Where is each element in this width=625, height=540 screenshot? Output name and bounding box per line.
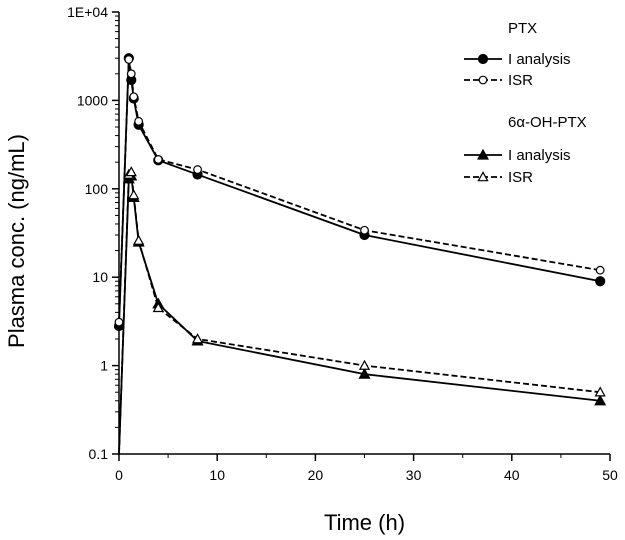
data-point [193, 165, 202, 174]
data-point [133, 234, 145, 245]
data-point [124, 55, 134, 64]
legend-label-ptx-isr: ISR [508, 72, 533, 89]
y-ticks: 0.1 1 10 100 1000 1E+04 [67, 4, 119, 462]
x-tick-label: 0 [115, 467, 123, 483]
legend: PTX I analysis ISR 6α-OH-PTX I analysis … [464, 20, 587, 186]
legend-swatches [464, 53, 502, 182]
legend-marker [476, 148, 490, 160]
data-point [360, 225, 369, 235]
x-tick-label: 40 [504, 467, 520, 483]
data-point [152, 302, 164, 313]
y-tick-label: 0.1 [89, 446, 109, 462]
y-tick-label: 10 [92, 269, 108, 285]
data-point [129, 92, 139, 102]
x-tick-label: 20 [308, 467, 324, 483]
x-tick-label: 10 [209, 467, 225, 483]
data-point [126, 69, 136, 79]
y-tick-label: 100 [85, 181, 109, 197]
legend-marker [478, 75, 488, 85]
legend-label-ptx-i-analysis: I analysis [508, 51, 571, 68]
data-point [595, 265, 605, 275]
data-point [595, 276, 606, 287]
data-point [358, 367, 371, 379]
series-3 [118, 166, 606, 455]
legend-marker [477, 171, 489, 182]
data-point [594, 386, 606, 397]
series-1 [114, 55, 605, 327]
series-line-3 [118, 171, 601, 455]
data-point [191, 333, 204, 344]
axes: 0 10 20 30 40 50 0.1 1 10 100 1000 1E+04 [67, 4, 618, 483]
series-line-2 [118, 174, 601, 455]
y-axis-label: Plasma conc. (ng/mL) [4, 134, 29, 348]
y-tick-label: 1E+04 [67, 4, 108, 20]
y-tick-label: 1000 [77, 92, 108, 108]
data-point [114, 317, 124, 327]
x-axis-label: Time (h) [324, 510, 405, 535]
x-ticks: 0 10 20 30 40 50 [115, 454, 618, 483]
legend-label-6a-oh-ptx-isr: ISR [508, 169, 533, 186]
series-line-1 [118, 58, 601, 323]
data-point [358, 359, 371, 370]
data-point [134, 116, 144, 126]
legend-label-6a-oh-ptx-i-analysis: I analysis [508, 147, 571, 164]
series-2 [118, 169, 607, 455]
data-point [125, 166, 137, 177]
data-point [128, 189, 140, 200]
legend-group-title-6a-oh-ptx: 6α-OH-PTX [508, 114, 587, 131]
plot-series [113, 53, 607, 455]
data-point [594, 394, 607, 406]
series-0 [113, 53, 606, 332]
legend-group-title-ptx: PTX [508, 20, 537, 37]
y-tick-label: 1 [100, 358, 108, 374]
x-tick-label: 30 [406, 467, 422, 483]
series-line-0 [118, 57, 601, 327]
x-tick-label: 50 [602, 467, 618, 483]
legend-marker [477, 53, 489, 65]
data-point [153, 155, 163, 164]
